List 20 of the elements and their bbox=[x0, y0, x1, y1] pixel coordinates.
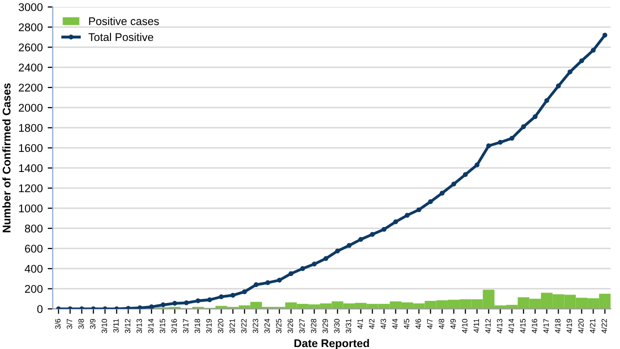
y-axis-title: Number of Confirmed Cases bbox=[2, 83, 11, 232]
y-tick-label: 3000 bbox=[18, 3, 43, 12]
y-tick-label: 2000 bbox=[18, 104, 43, 112]
y-tick-label: 2600 bbox=[18, 44, 43, 52]
y-tick-label: 1200 bbox=[19, 184, 43, 192]
y-tick-label: 2800 bbox=[18, 23, 43, 32]
y-tick-label: 0 bbox=[37, 305, 43, 313]
y-tick-label: 1800 bbox=[19, 124, 43, 132]
y-tick-label: 800 bbox=[24, 224, 43, 232]
y-tick-label: 600 bbox=[25, 244, 43, 253]
legend-label: Positive cases bbox=[89, 16, 159, 26]
y-tick-label: 1400 bbox=[19, 164, 43, 172]
y-tick-label: 2400 bbox=[18, 64, 43, 72]
y-tick-label: 200 bbox=[25, 285, 43, 293]
y-tick-label: 1600 bbox=[19, 144, 43, 152]
y-tick-label: 2200 bbox=[18, 84, 43, 92]
y-tick-label: 1000 bbox=[19, 204, 43, 212]
y-tick-label: 400 bbox=[24, 264, 43, 273]
x-axis-title: Date Reported bbox=[294, 339, 369, 349]
legend-label: Total Positive bbox=[88, 32, 154, 42]
